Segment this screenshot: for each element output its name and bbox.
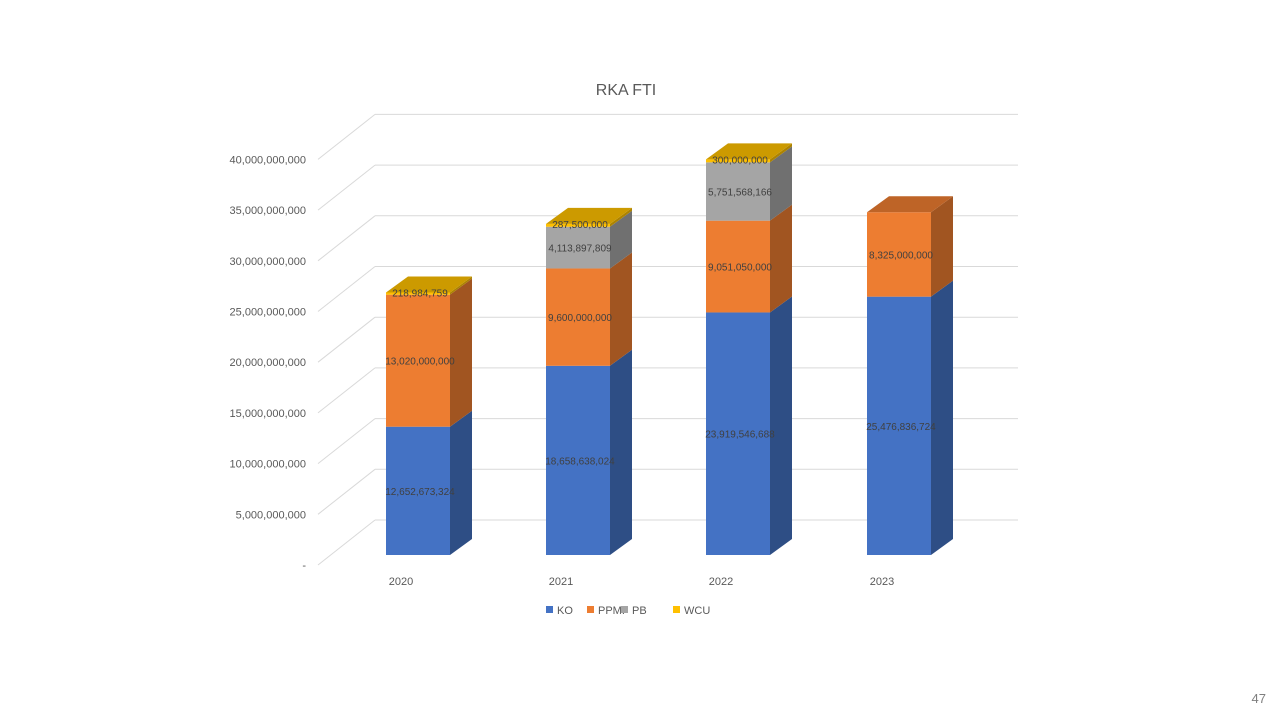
bar-top-2023 [867,196,953,213]
bar-side-ko-2022 [770,296,792,555]
y-tick-label: 30,000,000,000 [230,256,306,268]
gridline-diagonal [317,266,376,312]
legend-swatch-ppmi [587,606,594,613]
data-label-wcu-2021: 287,500,000 [552,220,608,231]
data-label-ko-2020: 12,652,673,324 [385,487,455,498]
x-tick-label-2023: 2023 [870,576,894,588]
y-tick-label: 15,000,000,000 [230,408,306,420]
gridline-diagonal [317,418,376,464]
slide-number: 47 [1251,691,1266,706]
data-label-wcu-2022: 300,000,000 [712,155,768,166]
chart-title: RKA FTI [596,82,656,99]
bar-side-ko-2020 [450,410,472,555]
bar-wcu-2020 [386,292,450,295]
data-label-ppmi-2023: 8,325,000,000 [869,250,933,261]
bar-pb-2022 [706,162,770,221]
bar-side-ppmi-2023 [931,196,953,297]
data-label-ppmi-2022: 9,051,050,000 [708,263,772,274]
bar-side-ppmi-2020 [450,278,472,427]
bar-wcu-2022 [706,159,770,163]
bar-top-2021 [546,207,632,224]
bar-side-ko-2023 [931,280,953,555]
y-tick-label: 40,000,000,000 [230,154,306,166]
bar-side-wcu-2021 [610,207,632,227]
bar-ppmi-2021 [546,268,610,366]
bar-ko-2023 [867,296,931,555]
data-label-ko-2022: 23,919,546,688 [705,430,775,441]
y-tick-label: 5,000,000,000 [236,509,306,521]
bar-side-pb-2022 [770,146,792,221]
bar-ko-2020 [386,426,450,555]
y-tick-label: 25,000,000,000 [230,307,306,319]
legend: KO PPMI PB WCU [546,605,710,617]
y-tick-label: 20,000,000,000 [230,357,306,369]
legend-label-ppmi: PPMI [598,605,625,617]
bar-side-ppmi-2021 [610,252,632,366]
legend-label-wcu: WCU [684,605,710,617]
bar-ppmi-2020 [386,294,450,427]
data-label-wcu-2020: 218,984,759 [392,288,448,299]
x-tick-label-2020: 2020 [389,576,413,588]
y-tick-label: - [302,560,306,572]
bar-top-2022 [706,143,792,160]
data-labels: 12,652,673,324 13,020,000,000 218,984,759 1… [385,155,936,498]
bar-pb-2021 [546,226,610,269]
data-label-ppmi-2020: 13,020,000,000 [385,357,455,368]
data-label-pb-2022: 5,751,568,166 [708,188,772,199]
x-tick-label-2022: 2022 [709,576,733,588]
x-tick-label-2021: 2021 [549,576,573,588]
gridline-diagonal [317,114,376,160]
data-label-ko-2023: 25,476,836,724 [866,422,936,433]
y-tick-label: 10,000,000,000 [230,459,306,471]
bar-side-wcu-2020 [450,276,472,295]
y-tick-label: 35,000,000,000 [230,205,306,217]
gridline-diagonal [317,215,376,262]
bar-wcu-2021 [546,223,610,227]
bar-ppmi-2023 [867,212,931,297]
bar-side-ppmi-2022 [770,204,792,313]
legend-swatch-wcu [673,606,680,613]
bar-ko-2022 [706,312,770,555]
data-label-ppmi-2021: 9,600,000,000 [548,313,612,324]
gridline-diagonal [317,367,376,414]
bars [386,143,953,555]
bar-top-2020 [386,276,472,293]
gridline-diagonal [317,468,376,515]
y-axis-tick-labels: - 5,000,000,000 10,000,000,000 15,000,000,0… [230,154,307,572]
bar-ppmi-2022 [706,220,770,313]
bar-ko-2021 [546,365,610,555]
x-axis-tick-labels: 2020 2021 2022 2023 [389,576,894,588]
bar-side-pb-2021 [610,210,632,269]
legend-label-ko: KO [557,605,573,617]
legend-swatch-ko [546,606,553,613]
gridline-diagonal [317,519,376,566]
gridline-diagonal [317,316,376,363]
legend-swatch-pb [621,606,628,613]
gridline-diagonal [317,164,376,211]
data-label-ko-2021: 18,658,638,024 [545,456,615,467]
bar-side-ko-2021 [610,349,632,555]
legend-label-pb: PB [632,605,647,617]
data-label-pb-2021: 4,113,897,809 [548,244,612,255]
bar-side-wcu-2022 [770,143,792,163]
